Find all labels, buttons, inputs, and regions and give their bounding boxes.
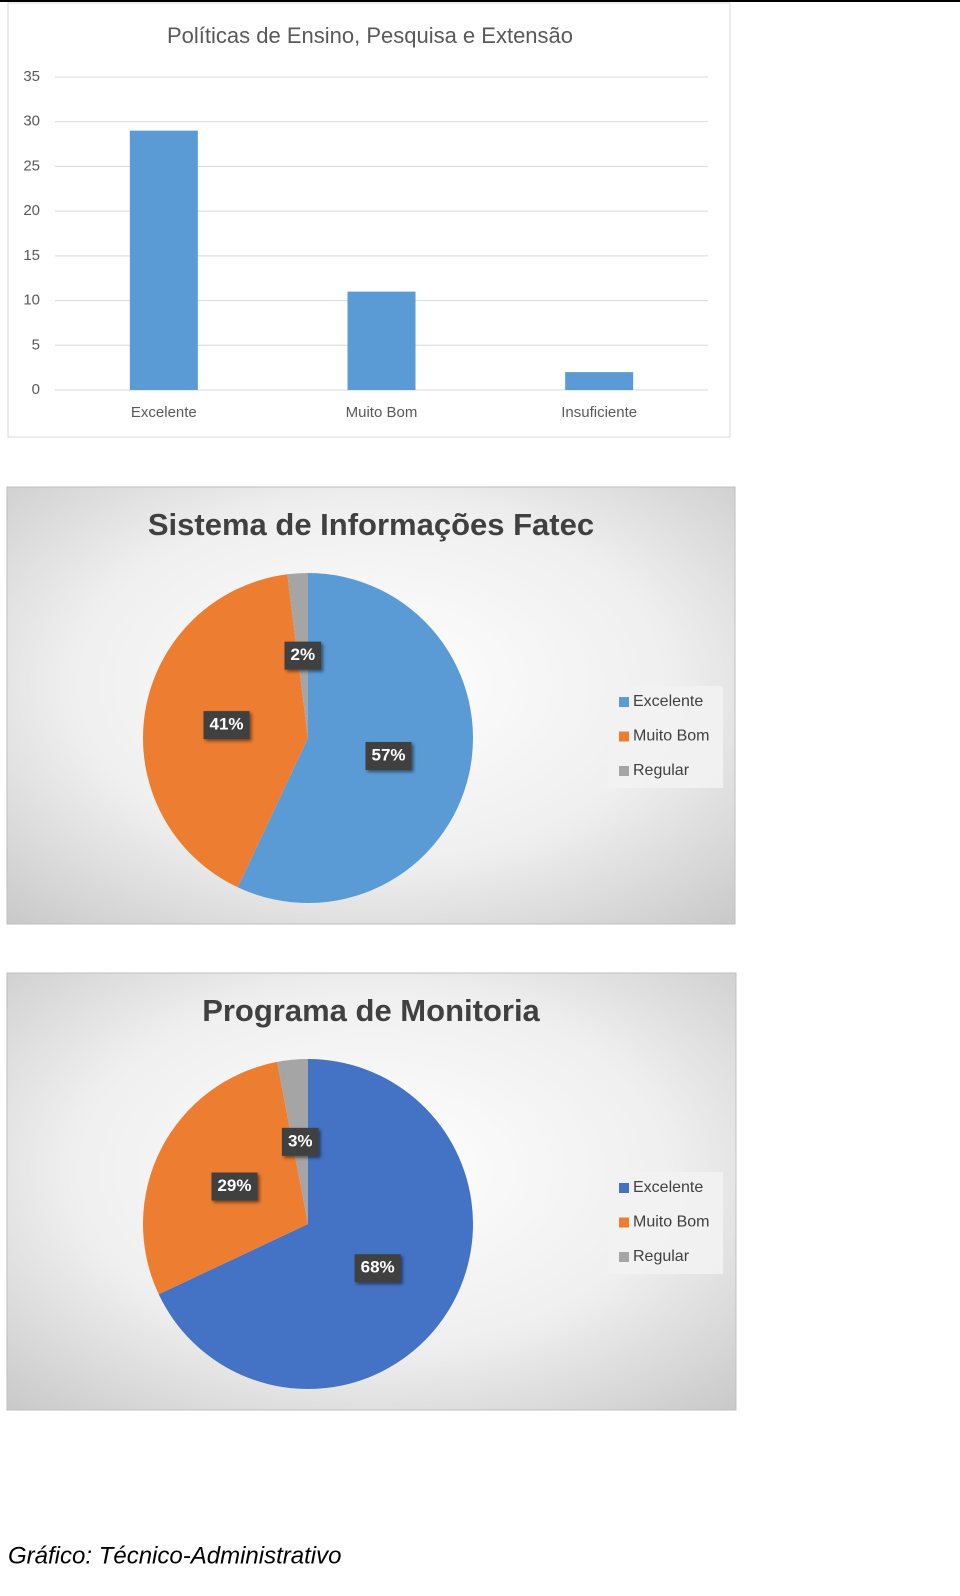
y-tick-label: 30 bbox=[23, 113, 40, 130]
data-label-text: 41% bbox=[210, 715, 244, 734]
y-tick-label: 35 bbox=[23, 68, 40, 85]
bar bbox=[129, 130, 198, 390]
y-tick-label: 0 bbox=[32, 381, 40, 398]
y-tick-label: 5 bbox=[32, 336, 40, 353]
data-label-box bbox=[203, 711, 250, 740]
legend-swatch bbox=[619, 1252, 629, 1262]
data-label: 68% bbox=[354, 1254, 401, 1283]
bar bbox=[347, 291, 416, 390]
chart-title: Sistema de Informações Fatec bbox=[148, 507, 594, 542]
data-label: 2% bbox=[284, 641, 322, 670]
data-label-box bbox=[365, 741, 412, 770]
x-tick-label: Muito Bom bbox=[346, 404, 418, 421]
legend-swatch bbox=[619, 766, 629, 776]
y-tick-label: 25 bbox=[23, 157, 40, 174]
legend-label: Excelente bbox=[633, 1179, 703, 1196]
legend-label: Muito Bom bbox=[633, 1214, 709, 1231]
legend-label: Muito Bom bbox=[633, 728, 709, 745]
data-label-text: 57% bbox=[371, 745, 405, 764]
legend-label: Regular bbox=[633, 762, 690, 779]
legend-swatch bbox=[619, 697, 629, 707]
legend-swatch bbox=[619, 1183, 629, 1193]
chart-frame bbox=[7, 2, 731, 438]
legend-label: Regular bbox=[633, 1248, 690, 1265]
legend-label: Excelente bbox=[633, 693, 703, 710]
chart-title: Políticas de Ensino, Pesquisa e Extensão bbox=[167, 23, 573, 48]
pie-slice bbox=[158, 1059, 473, 1389]
data-label-box bbox=[354, 1254, 401, 1283]
chart-title: Programa de Monitoria bbox=[202, 993, 540, 1028]
data-label: 57% bbox=[365, 741, 412, 770]
data-label: 29% bbox=[211, 1172, 258, 1201]
data-label-text: 2% bbox=[291, 645, 316, 664]
pie-slice bbox=[237, 573, 474, 903]
data-label: 3% bbox=[281, 1127, 319, 1156]
data-label-box bbox=[211, 1172, 258, 1201]
y-tick-label: 10 bbox=[23, 292, 40, 309]
legend-swatch bbox=[619, 1217, 629, 1228]
data-label: 41% bbox=[203, 711, 250, 740]
y-tick-label: 20 bbox=[23, 202, 40, 219]
data-label-text: 68% bbox=[361, 1258, 395, 1277]
data-label-text: 29% bbox=[217, 1176, 251, 1195]
legend-swatch bbox=[619, 731, 629, 742]
x-tick-label: Excelente bbox=[131, 404, 197, 421]
y-tick-label: 15 bbox=[23, 247, 40, 264]
bar bbox=[565, 372, 634, 390]
data-label-box bbox=[281, 1127, 319, 1156]
data-label-text: 3% bbox=[288, 1131, 313, 1150]
caption: Gráfico: Técnico-Administrativo bbox=[8, 1542, 341, 1569]
x-tick-label: Insuficiente bbox=[561, 404, 637, 421]
data-label-box bbox=[284, 641, 322, 670]
